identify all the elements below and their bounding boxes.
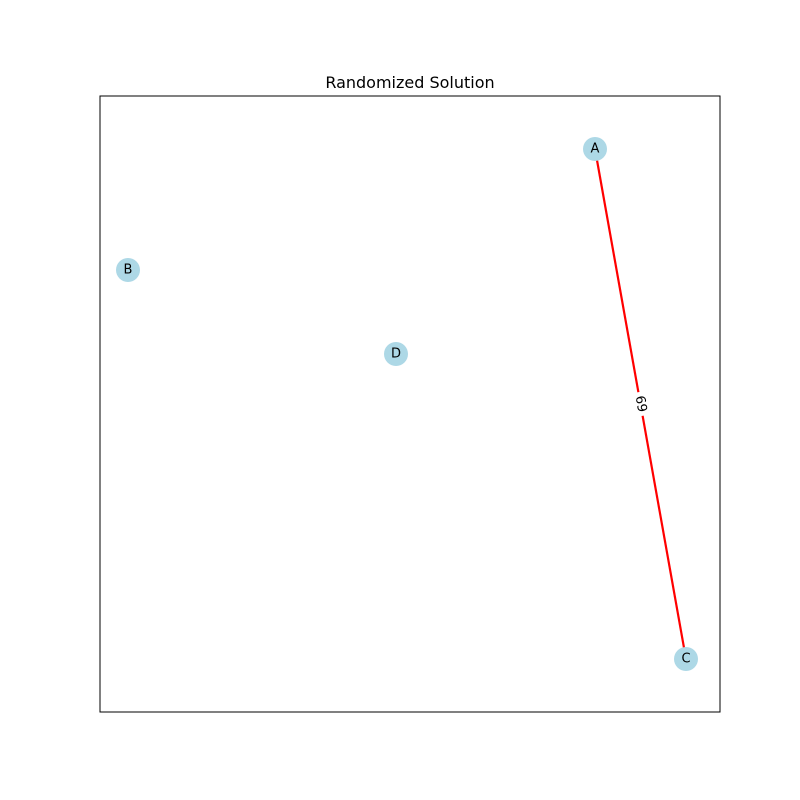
plot-frame [99, 95, 721, 713]
node-label-C: C [681, 652, 690, 667]
node-D [384, 342, 408, 366]
edge-label-group-A-C: 69 [631, 390, 650, 418]
node-A [583, 137, 607, 161]
nodes-layer: A B C D [116, 137, 698, 671]
node-label-B: B [124, 263, 133, 278]
edge-label: 69 [632, 395, 650, 414]
edges-layer: 69 [593, 148, 688, 660]
graph-title: Randomized Solution [325, 73, 494, 92]
edge-label-background [631, 390, 650, 418]
node-B [116, 258, 140, 282]
node-C [674, 647, 698, 671]
node-label-A: A [591, 142, 600, 157]
node-label-D: D [391, 347, 401, 362]
